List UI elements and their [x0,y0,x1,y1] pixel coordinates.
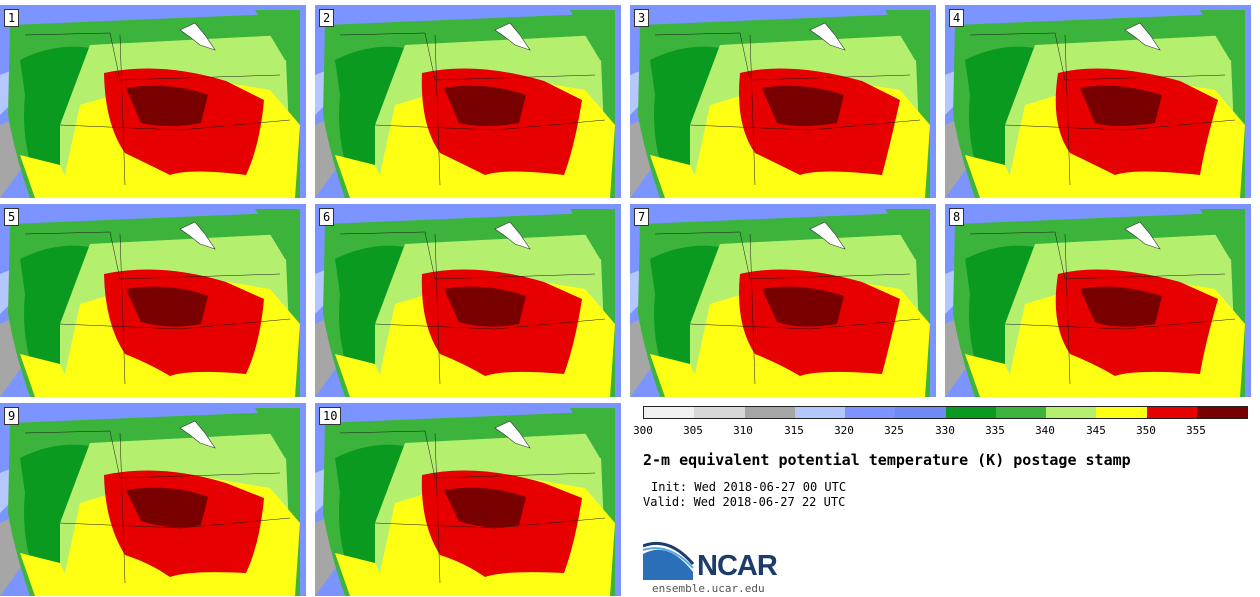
colorbar-swatch-7 [995,407,1046,418]
site-url: ensemble.ucar.edu [652,582,765,595]
theta-e-field-map [315,204,621,397]
theta-e-field-map [945,5,1251,198]
ensemble-member-6-map: 6 [315,204,621,397]
figure-title: 2-m equivalent potential temperature (K)… [643,451,1131,469]
member-label: 2 [319,9,335,27]
colorbar-tick: 325 [884,424,904,437]
colorbar-tick: 310 [733,424,753,437]
colorbar-swatch-2 [744,407,795,418]
ensemble-member-10-map: 10 [315,403,621,596]
colorbar-swatch-0 [644,407,695,418]
colorbar-swatch-10 [1146,407,1197,418]
colorbar-tick: 355 [1186,424,1206,437]
theta-e-field-map [0,5,306,198]
colorbar-tick: 320 [834,424,854,437]
ncar-logo-icon [643,541,695,580]
member-label: 7 [634,208,650,226]
theta-e-field-map [945,204,1251,397]
ensemble-member-4-map: 4 [945,5,1251,198]
theta-e-field-map [315,403,621,596]
ensemble-member-5-map: 5 [0,204,306,397]
colorbar-swatch-6 [945,407,996,418]
colorbar-tick: 340 [1035,424,1055,437]
theta-e-field-map [0,204,306,397]
member-label: 1 [4,9,20,27]
colorbar-tick: 315 [784,424,804,437]
colorbar-swatch-9 [1096,407,1147,418]
ensemble-member-9-map: 9 [0,403,306,596]
ensemble-member-8-map: 8 [945,204,1251,397]
colorbar-tick: 300 [633,424,653,437]
ensemble-member-7-map: 7 [630,204,936,397]
colorbar [643,406,1248,419]
member-label: 8 [949,208,965,226]
ensemble-member-3-map: 3 [630,5,936,198]
theta-e-field-map [315,5,621,198]
colorbar-swatch-3 [794,407,845,418]
colorbar-tick: 350 [1136,424,1156,437]
member-label: 5 [4,208,20,226]
member-label: 3 [634,9,650,27]
colorbar-swatch-5 [895,407,946,418]
colorbar-tick: 305 [683,424,703,437]
colorbar-tick: 345 [1086,424,1106,437]
colorbar-swatch-1 [694,407,745,418]
member-label: 6 [319,208,335,226]
ensemble-member-2-map: 2 [315,5,621,198]
init-time: Init: Wed 2018-06-27 00 UTC [651,480,847,494]
member-label: 4 [949,9,965,27]
colorbar-tick: 330 [935,424,955,437]
ensemble-member-1-map: 1 [0,5,306,198]
ncar-logo-text: NCAR [697,550,778,582]
valid-time: Valid: Wed 2018-06-27 22 UTC [643,495,846,509]
member-label: 10 [319,407,342,425]
member-label: 9 [4,407,20,425]
theta-e-field-map [630,204,936,397]
colorbar-swatch-11 [1196,407,1247,418]
colorbar-swatch-8 [1046,407,1097,418]
theta-e-field-map [0,403,306,596]
colorbar-tick: 335 [985,424,1005,437]
colorbar-swatch-4 [845,407,896,418]
theta-e-field-map [630,5,936,198]
